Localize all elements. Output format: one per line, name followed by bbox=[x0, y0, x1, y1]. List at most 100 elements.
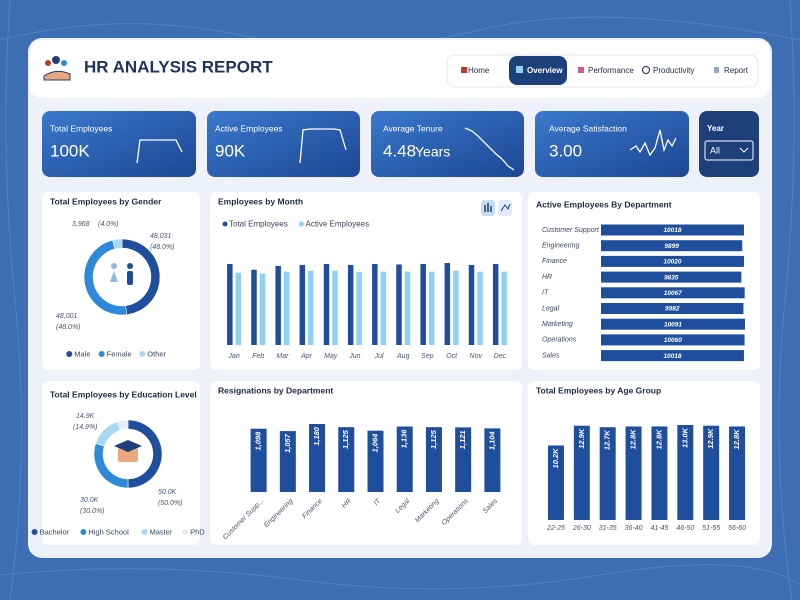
y-tick-label: Engineering bbox=[542, 243, 579, 250]
data-label: 1,125 bbox=[429, 429, 438, 449]
bar bbox=[347, 264, 354, 345]
y-tick-label: Customer Support bbox=[542, 227, 600, 234]
bar bbox=[372, 263, 378, 345]
x-tick-label: 46-50 bbox=[676, 525, 694, 532]
data-label: 12.7K bbox=[603, 430, 612, 451]
data-label: 1,098 bbox=[254, 431, 263, 451]
bar bbox=[729, 426, 746, 520]
y-tick-label: Marketing bbox=[542, 321, 573, 328]
nav-icon bbox=[642, 66, 650, 74]
legend-swatch bbox=[141, 529, 148, 535]
x-tick-label: Sep bbox=[421, 353, 434, 360]
bar bbox=[573, 425, 590, 520]
bar bbox=[455, 427, 472, 492]
kpi-value: 90K bbox=[215, 141, 246, 160]
bar bbox=[453, 270, 459, 345]
bar bbox=[677, 425, 694, 520]
legend-label: Female bbox=[107, 349, 132, 358]
kpi-card bbox=[371, 111, 524, 177]
x-tick-label: Jan bbox=[227, 353, 239, 360]
bar bbox=[279, 431, 296, 492]
chart-title: Resignations by Department bbox=[218, 385, 333, 395]
data-label: 10018 bbox=[663, 227, 681, 234]
legend-swatch bbox=[66, 351, 73, 357]
nav-button[interactable]: Home bbox=[468, 66, 490, 75]
bar bbox=[625, 426, 642, 520]
nav-buttons[interactable]: Home Overview Performance Productivity R… bbox=[461, 66, 749, 75]
bar bbox=[309, 424, 326, 492]
chart-title: Total Employees by Education Level bbox=[50, 389, 197, 399]
report-title: HR ANALYSIS REPORT bbox=[84, 57, 273, 76]
data-label: 1,057 bbox=[283, 433, 292, 453]
y-tick-label: IT bbox=[542, 290, 549, 297]
data-label: 50.0K bbox=[158, 489, 177, 496]
data-label: 10060 bbox=[664, 337, 682, 344]
data-label: 10018 bbox=[663, 353, 681, 360]
bar bbox=[428, 271, 435, 345]
bar bbox=[444, 263, 451, 345]
bar bbox=[468, 264, 475, 345]
legend-swatch bbox=[98, 351, 105, 357]
bar bbox=[251, 269, 257, 345]
data-label: 1,136 bbox=[400, 429, 409, 449]
bar bbox=[338, 427, 355, 492]
bar bbox=[275, 265, 281, 345]
data-label: 12.8K bbox=[629, 429, 638, 450]
bar bbox=[332, 270, 338, 345]
data-label: 10091 bbox=[664, 321, 682, 328]
data-label: 10020 bbox=[663, 259, 681, 266]
bar bbox=[356, 272, 362, 345]
year-label: Year bbox=[707, 124, 724, 133]
chart-toggle-button[interactable] bbox=[498, 200, 512, 216]
data-label: 30.0K bbox=[80, 497, 99, 504]
kpi-label: Total Employees bbox=[50, 123, 112, 133]
bar bbox=[477, 271, 483, 345]
sparkline bbox=[464, 127, 515, 171]
kpi-label: Active Employees bbox=[215, 123, 283, 133]
year-value[interactable]: All bbox=[710, 145, 720, 155]
x-tick-label: Feb bbox=[252, 353, 264, 360]
bar bbox=[601, 271, 742, 283]
legend-label: Bachelor bbox=[40, 527, 70, 536]
data-label: (4.0%) bbox=[98, 221, 119, 228]
bar bbox=[396, 426, 413, 492]
chart-title: Total Employees by Age Group bbox=[536, 385, 661, 395]
legend-swatch bbox=[182, 529, 189, 535]
nav-button[interactable]: Overview bbox=[527, 66, 563, 75]
bar bbox=[283, 271, 290, 345]
x-tick-label: 31-35 bbox=[599, 525, 617, 532]
data-label: 9899 bbox=[664, 243, 679, 250]
x-tick-label: IT bbox=[373, 497, 383, 507]
bar bbox=[425, 427, 442, 492]
bar bbox=[601, 318, 745, 330]
data-label: 9835 bbox=[664, 274, 679, 281]
gender-icon bbox=[110, 263, 133, 285]
sparkline bbox=[629, 129, 677, 157]
legend-label: High School bbox=[88, 527, 129, 536]
nav-icon bbox=[461, 67, 467, 73]
legend-label: PhD bbox=[190, 527, 205, 536]
bar bbox=[367, 430, 384, 492]
bar bbox=[420, 263, 426, 345]
data-label: 12.8K bbox=[732, 429, 741, 450]
x-tick-label: Jul bbox=[374, 353, 384, 360]
kpi-value: 4.48 bbox=[383, 141, 416, 160]
nav-icon bbox=[714, 67, 719, 73]
sparkline bbox=[299, 128, 347, 164]
kpi-label: Average Satisfaction bbox=[549, 123, 627, 133]
year-dropdown[interactable] bbox=[704, 140, 754, 161]
chart-panel bbox=[42, 192, 200, 370]
x-tick-label: 26-30 bbox=[572, 525, 591, 532]
chart-title: Employees by Month bbox=[218, 196, 303, 206]
y-tick-label: Sales bbox=[542, 352, 560, 359]
legend-swatch bbox=[139, 351, 146, 357]
nav-button[interactable]: Performance bbox=[588, 66, 634, 75]
nav-button[interactable]: Report bbox=[724, 66, 749, 75]
bar bbox=[323, 263, 330, 345]
nav-button[interactable]: Productivity bbox=[653, 66, 694, 75]
bar bbox=[651, 426, 668, 520]
toggle-icon bbox=[500, 203, 511, 212]
bar bbox=[250, 428, 267, 492]
kpi-card bbox=[535, 111, 689, 177]
legend-swatch bbox=[299, 221, 304, 227]
